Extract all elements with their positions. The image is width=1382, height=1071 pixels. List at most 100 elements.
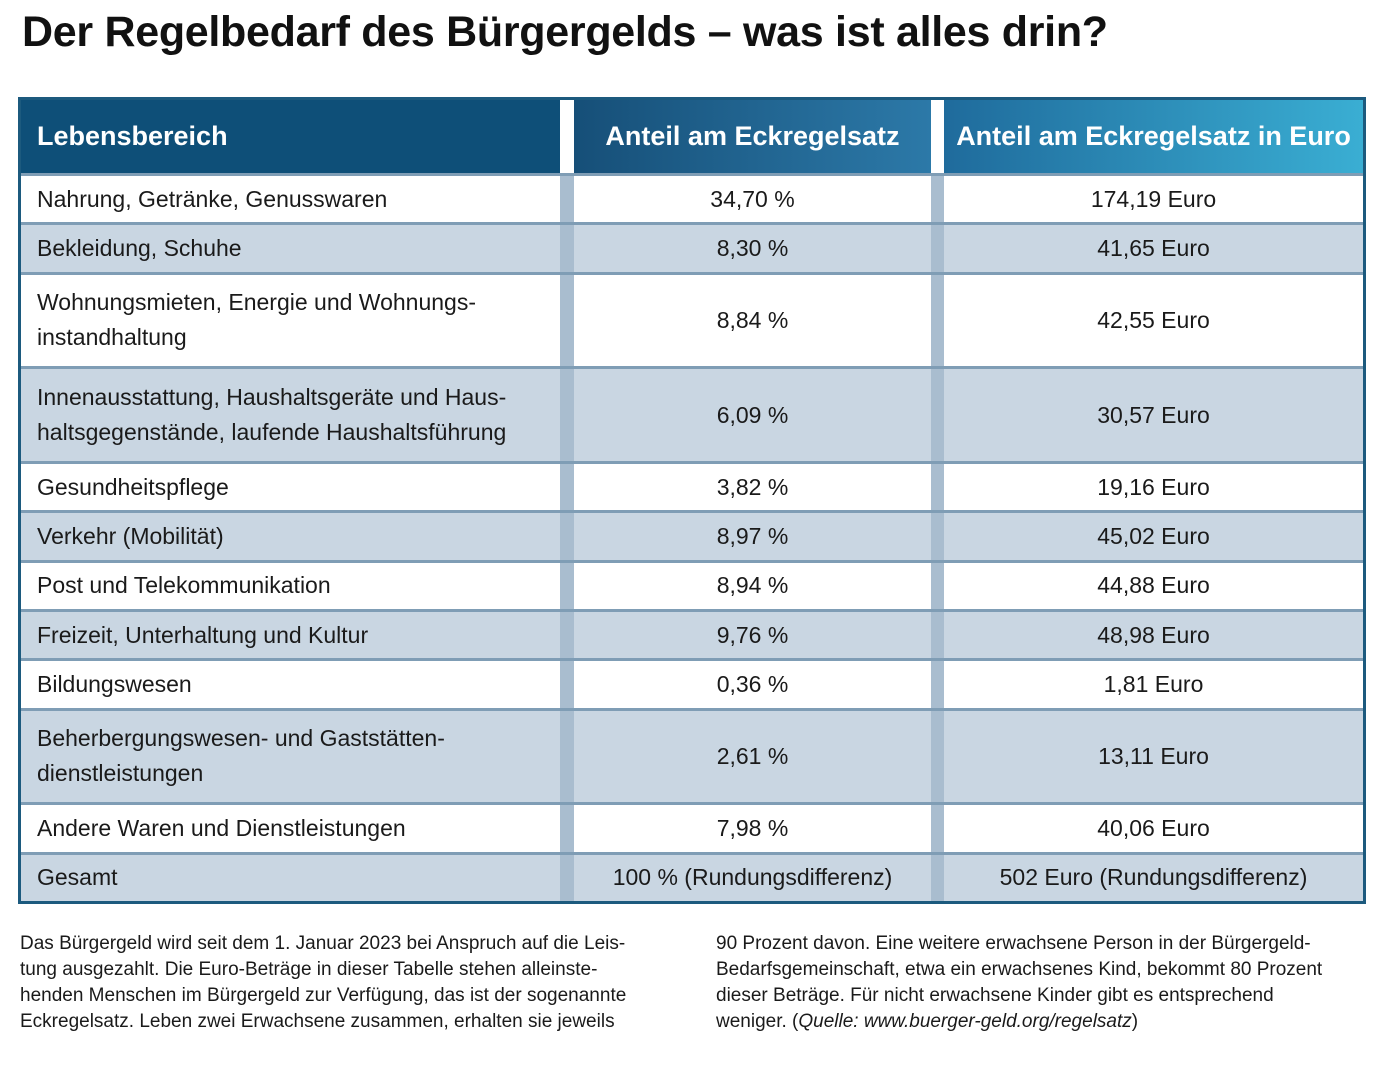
column-header-lebensbereich: Lebensbereich [21, 100, 560, 173]
source-reference: Quelle: www.buerger-geld.org/regelsatz [798, 1011, 1132, 1032]
footnote-right: 90 Prozent davon. Eine weitere erwachsen… [716, 931, 1378, 1035]
cell-lebensbereich: Gesamt [21, 851, 560, 901]
cell-anteil-percent: 8,30 % [574, 222, 931, 272]
header-separator [560, 100, 574, 173]
cell-anteil-euro: 45,02 Euro [944, 510, 1363, 560]
column-separator [560, 222, 574, 272]
category-label-line: Bekleidung, Schuhe [37, 234, 242, 261]
category-label-line: dienstleistungen [37, 760, 204, 787]
table-row: Gesamt 100 % (Rundungsdifferenz) 502 Euro … [21, 851, 1363, 901]
category-label-line: Wohnungsmieten, Energie und Wohnungs- [37, 289, 476, 316]
column-separator [560, 608, 574, 659]
footnote-line: 90 Prozent davon. Eine weitere erwachsen… [716, 933, 1311, 954]
cell-lebensbereich: Andere Waren und Dienstleistungen [21, 802, 560, 852]
column-separator [931, 658, 944, 708]
column-separator [560, 461, 574, 511]
cell-lebensbereich: Beherbergungswesen- und Gaststätten-dien… [21, 707, 560, 803]
header-separator [931, 100, 944, 173]
cell-anteil-euro: 44,88 Euro [944, 559, 1363, 609]
cell-anteil-percent: 100 % (Rundungsdifferenz) [574, 851, 931, 901]
column-separator [931, 173, 944, 223]
category-label-line: Innenausstattung, Haushaltsgeräte und Ha… [37, 384, 507, 411]
footnote-line: Eckregelsatz. Leben zwei Erwachsene zusa… [20, 1011, 615, 1032]
footnote-text: ) [1131, 1011, 1139, 1032]
table-body: Nahrung, Getränke, Genusswaren 34,70 % 174… [21, 173, 1363, 901]
category-label-line: Freizeit, Unterhaltung und Kultur [37, 621, 369, 648]
column-separator [931, 608, 944, 659]
cell-lebensbereich: Innenausstattung, Haushaltsgeräte und Ha… [21, 366, 560, 462]
footnote-line: henden Menschen im Bürgergeld zur Verfüg… [20, 985, 627, 1006]
cell-lebensbereich: Nahrung, Getränke, Genusswaren [21, 173, 560, 223]
cell-anteil-euro: 40,06 Euro [944, 802, 1363, 852]
table-row: Gesundheitspflege 3,82 % 19,16 Euro [21, 461, 1363, 511]
table-header-row: Lebensbereich Anteil am Eckregelsatz Ant… [21, 100, 1363, 173]
cell-anteil-percent: 8,84 % [574, 271, 931, 367]
cell-anteil-euro: 30,57 Euro [944, 366, 1363, 462]
category-label-line: Bildungswesen [37, 670, 192, 697]
column-separator [931, 271, 944, 367]
footnote-line: Das Bürgergeld wird seit dem 1. Januar 2… [20, 933, 626, 954]
column-separator [560, 271, 574, 367]
cell-anteil-euro: 502 Euro (Rundungsdifferenz) [944, 851, 1363, 901]
footnote-line: Bedarfsgemeinschaft, etwa ein erwachsene… [716, 959, 1323, 980]
cell-anteil-percent: 8,94 % [574, 559, 931, 609]
page-title: Der Regelbedarf des Bürgergelds – was is… [22, 8, 1108, 56]
cell-lebensbereich: Post und Telekommunikation [21, 559, 560, 609]
table-row: Andere Waren und Dienstleistungen 7,98 % 4… [21, 802, 1363, 852]
column-separator [560, 559, 574, 609]
category-label-line: Post und Telekommunikation [37, 572, 331, 599]
regelbedarf-table: Lebensbereich Anteil am Eckregelsatz Ant… [21, 100, 1363, 901]
table-row: Verkehr (Mobilität) 8,97 % 45,02 Euro [21, 510, 1363, 560]
table-row: Freizeit, Unterhaltung und Kultur 9,76 % 4… [21, 608, 1363, 659]
cell-anteil-percent: 3,82 % [574, 461, 931, 511]
table-row: Bildungswesen 0,36 % 1,81 Euro [21, 658, 1363, 708]
footnote-source-line: weniger. (Quelle: www.buerger-geld.org/r… [716, 1009, 1378, 1035]
cell-anteil-euro: 1,81 Euro [944, 658, 1363, 708]
category-label-line: Nahrung, Getränke, Genusswaren [37, 185, 388, 212]
category-label-line: instandhaltung [37, 324, 187, 351]
regelbedarf-table-frame: Lebensbereich Anteil am Eckregelsatz Ant… [18, 97, 1366, 904]
table-row: Beherbergungswesen- und Gaststätten-dien… [21, 707, 1363, 803]
column-separator [560, 173, 574, 223]
column-separator [931, 707, 944, 803]
cell-lebensbereich: Bildungswesen [21, 658, 560, 708]
category-label-line: Gesamt [37, 864, 118, 891]
table-row: Nahrung, Getränke, Genusswaren 34,70 % 174… [21, 173, 1363, 223]
cell-lebensbereich: Bekleidung, Schuhe [21, 222, 560, 272]
cell-anteil-percent: 8,97 % [574, 510, 931, 560]
table-row: Innenausstattung, Haushaltsgeräte und Ha… [21, 366, 1363, 462]
cell-anteil-euro: 41,65 Euro [944, 222, 1363, 272]
cell-anteil-percent: 7,98 % [574, 802, 931, 852]
column-separator [560, 658, 574, 708]
cell-anteil-euro: 174,19 Euro [944, 173, 1363, 223]
column-separator [931, 559, 944, 609]
column-separator [931, 366, 944, 462]
cell-lebensbereich: Wohnungsmieten, Energie und Wohnungs-ins… [21, 271, 560, 367]
cell-anteil-euro: 13,11 Euro [944, 707, 1363, 803]
column-separator [931, 510, 944, 560]
table-row: Wohnungsmieten, Energie und Wohnungs-ins… [21, 271, 1363, 367]
column-separator [560, 707, 574, 803]
category-label-line: Andere Waren und Dienstleistungen [37, 814, 406, 841]
category-label-line: Gesundheitspflege [37, 473, 229, 500]
column-separator [931, 851, 944, 901]
category-label-line: haltsgegenstände, laufende Haushaltsführ… [37, 419, 507, 446]
cell-anteil-percent: 0,36 % [574, 658, 931, 708]
cell-anteil-euro: 19,16 Euro [944, 461, 1363, 511]
category-label-line: Beherbergungswesen- und Gaststätten- [37, 725, 445, 752]
table-row: Bekleidung, Schuhe 8,30 % 41,65 Euro [21, 222, 1363, 272]
footnote-left: Das Bürgergeld wird seit dem 1. Januar 2… [20, 931, 680, 1035]
cell-anteil-percent: 2,61 % [574, 707, 931, 803]
column-header-anteil: Anteil am Eckregelsatz [574, 100, 931, 173]
footnote-text: weniger. ( [716, 1011, 799, 1032]
cell-lebensbereich: Verkehr (Mobilität) [21, 510, 560, 560]
cell-lebensbereich: Freizeit, Unterhaltung und Kultur [21, 608, 560, 659]
table-row: Post und Telekommunikation 8,94 % 44,88 Eu… [21, 559, 1363, 609]
column-separator [560, 366, 574, 462]
column-separator [931, 222, 944, 272]
cell-anteil-euro: 42,55 Euro [944, 271, 1363, 367]
footnote-line: tung ausgezahlt. Die Euro-Beträge in die… [20, 959, 598, 980]
cell-anteil-euro: 48,98 Euro [944, 608, 1363, 659]
cell-anteil-percent: 6,09 % [574, 366, 931, 462]
footnote-line: dieser Beträge. Für nicht erwachsene Kin… [716, 985, 1274, 1006]
